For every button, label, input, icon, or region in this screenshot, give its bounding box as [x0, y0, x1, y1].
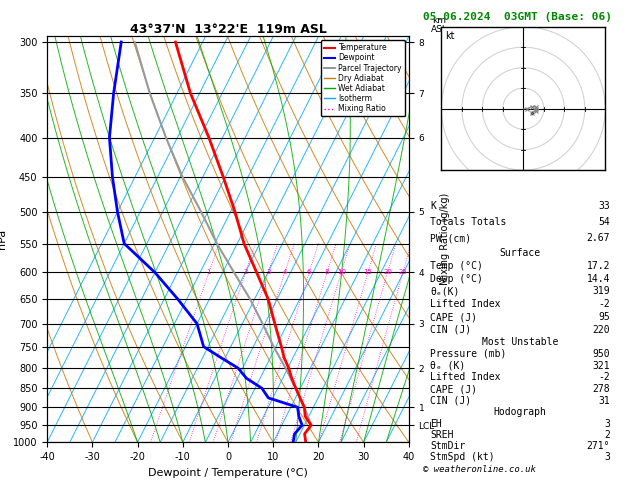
- Text: CAPE (J): CAPE (J): [430, 312, 477, 322]
- Text: 278: 278: [593, 384, 610, 394]
- Text: StmSpd (kt): StmSpd (kt): [430, 452, 495, 462]
- Text: CAPE (J): CAPE (J): [430, 384, 477, 394]
- Text: 1: 1: [207, 269, 211, 276]
- Text: θₑ (K): θₑ (K): [430, 361, 465, 371]
- Text: SREH: SREH: [430, 430, 454, 440]
- Text: 3: 3: [266, 269, 270, 276]
- Text: 271°: 271°: [586, 441, 610, 451]
- Text: 15: 15: [364, 269, 372, 276]
- Text: 33: 33: [598, 201, 610, 211]
- Text: 321: 321: [593, 361, 610, 371]
- Text: 2: 2: [604, 430, 610, 440]
- Text: Surface: Surface: [499, 248, 541, 258]
- Text: -2: -2: [598, 299, 610, 309]
- Text: 6: 6: [307, 269, 311, 276]
- Y-axis label: hPa: hPa: [0, 229, 8, 249]
- Text: 4: 4: [282, 269, 287, 276]
- Text: EH: EH: [430, 418, 442, 429]
- Text: Pressure (mb): Pressure (mb): [430, 349, 507, 359]
- Text: 2: 2: [243, 269, 248, 276]
- Text: CIN (J): CIN (J): [430, 396, 472, 406]
- Text: 31: 31: [598, 396, 610, 406]
- Text: 95: 95: [598, 312, 610, 322]
- Text: Most Unstable: Most Unstable: [482, 337, 559, 347]
- Title: 43°37'N  13°22'E  119m ASL: 43°37'N 13°22'E 119m ASL: [130, 23, 326, 36]
- Text: Temp (°C): Temp (°C): [430, 260, 483, 271]
- Text: 10: 10: [337, 269, 346, 276]
- Text: Lifted Index: Lifted Index: [430, 299, 501, 309]
- Text: StmDir: StmDir: [430, 441, 465, 451]
- Text: θₑ(K): θₑ(K): [430, 286, 460, 296]
- Legend: Temperature, Dewpoint, Parcel Trajectory, Dry Adiabat, Wet Adiabat, Isotherm, Mi: Temperature, Dewpoint, Parcel Trajectory…: [321, 40, 405, 116]
- Text: PW (cm): PW (cm): [430, 233, 472, 243]
- Text: 319: 319: [593, 286, 610, 296]
- Text: 54: 54: [598, 217, 610, 227]
- Text: 950: 950: [593, 349, 610, 359]
- Text: Dewp (°C): Dewp (°C): [430, 274, 483, 283]
- Text: km
ASL: km ASL: [431, 17, 448, 35]
- Text: K: K: [430, 201, 437, 211]
- Text: 3: 3: [604, 452, 610, 462]
- Y-axis label: Mixing Ratio (g/kg): Mixing Ratio (g/kg): [440, 193, 450, 285]
- Text: Totals Totals: Totals Totals: [430, 217, 507, 227]
- Text: © weatheronline.co.uk: © weatheronline.co.uk: [423, 465, 535, 474]
- Text: 8: 8: [325, 269, 330, 276]
- Text: 220: 220: [593, 325, 610, 335]
- Text: 05.06.2024  03GMT (Base: 06): 05.06.2024 03GMT (Base: 06): [423, 12, 611, 22]
- Text: CIN (J): CIN (J): [430, 325, 472, 335]
- Text: 25: 25: [399, 269, 408, 276]
- Text: 17.2: 17.2: [586, 260, 610, 271]
- Text: 2.67: 2.67: [586, 233, 610, 243]
- Text: Hodograph: Hodograph: [494, 407, 547, 417]
- Text: -2: -2: [598, 372, 610, 382]
- Text: 3: 3: [604, 418, 610, 429]
- Text: 20: 20: [383, 269, 392, 276]
- Text: 14.4: 14.4: [586, 274, 610, 283]
- Text: Lifted Index: Lifted Index: [430, 372, 501, 382]
- Text: kt: kt: [445, 31, 454, 41]
- X-axis label: Dewpoint / Temperature (°C): Dewpoint / Temperature (°C): [148, 468, 308, 478]
